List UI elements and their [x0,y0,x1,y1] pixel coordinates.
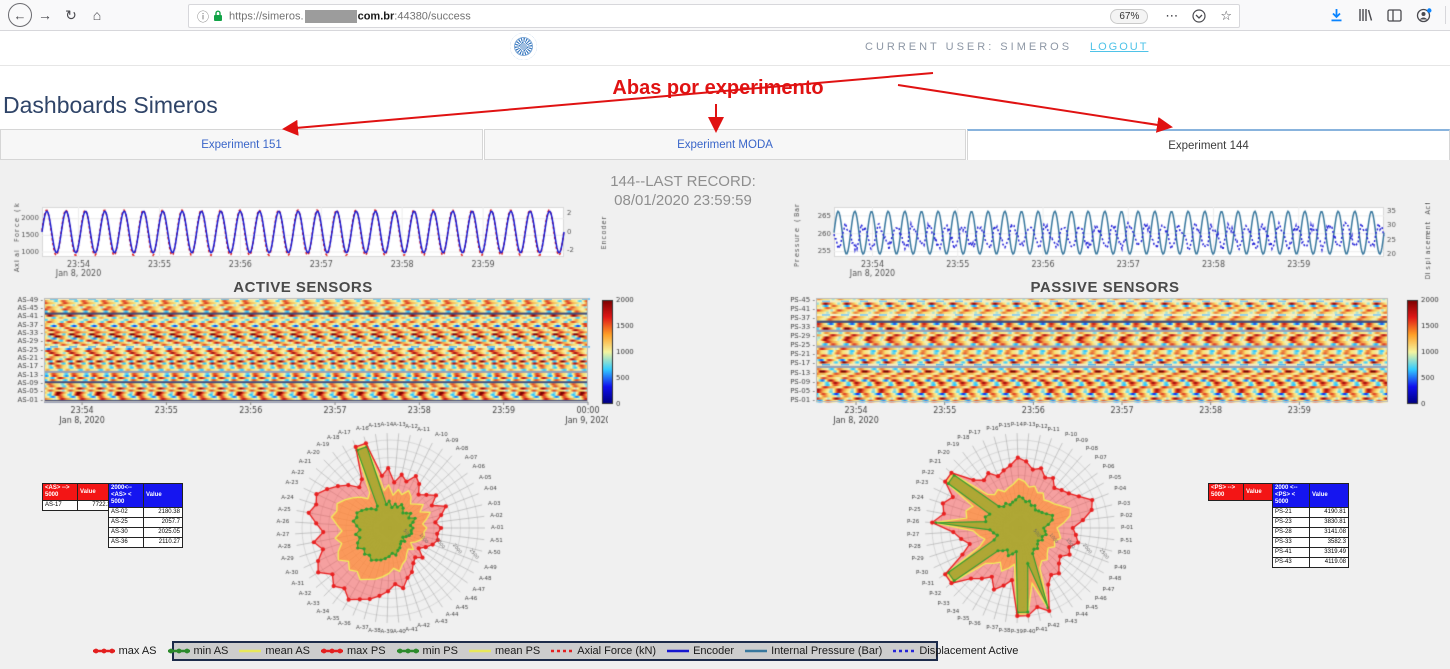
table-row: AS-30 2025.05 [108,527,183,538]
table-row: PS-41 3319.49 [1272,547,1349,558]
legend-label: mean PS [495,645,541,657]
lock-icon [214,10,223,21]
legend-swatch-icon [893,649,916,653]
back-icon[interactable]: ← [8,3,32,27]
legend-label: Displacement Active [919,645,1019,657]
legend-label: max PS [347,645,386,657]
legend-swatch-icon [551,649,574,653]
current-user-label: CURRENT USER: SIMEROS [865,41,1073,53]
annotation-text: Abas por experimento [612,77,824,99]
active-heatmap-colorbar [600,296,646,412]
sidebar-icon[interactable] [1387,8,1402,22]
pocket-icon[interactable] [1192,9,1206,23]
legend-label: Encoder [693,645,735,657]
legend-label: max AS [118,645,157,657]
table-row: AS-17 7722.32 [42,500,117,511]
table-row: AS-36 2110.27 [108,537,183,548]
active-sensors-radar-chart[interactable] [240,414,540,642]
legend-swatch-icon [92,648,115,654]
legend-bar: max AS min AS mean AS max PS min PS mean PS Ax… [92,641,1018,661]
url-redaction-box [304,9,357,23]
page-actions-icon[interactable]: ⋯ [1165,8,1179,23]
tab-experiment-moda[interactable]: Experiment MODA [484,129,966,160]
passive-sensors-radar-chart[interactable] [870,414,1170,642]
url-bar[interactable]: ⓘ https://simeros. com.br:44380/success 6… [188,4,1240,28]
page-title: Dashboards Simeros [3,92,218,118]
legend-item[interactable]: Axial Force (kN) [550,645,656,657]
url-text: https://simeros. com.br:44380/success [229,9,471,23]
legend-item[interactable]: mean PS [468,645,540,657]
bookmark-star-icon[interactable]: ☆ [1220,8,1232,23]
forward-icon[interactable]: → [38,7,52,23]
table-row: PS-33 3582.3 [1272,537,1349,548]
legend-swatch-icon [321,648,344,654]
passive-heatmap-colorbar [1405,296,1450,412]
legend-label: min PS [422,645,458,657]
pressure-displacement-chart[interactable] [788,203,1436,283]
legend-item[interactable]: Internal Pressure (Bar) [744,645,882,657]
passive-sensors-heatmap[interactable] [772,294,1412,428]
table-row: AS-25 2057.7 [108,517,183,528]
table-row: PS-23 3830.81 [1272,517,1349,528]
legend-label: mean AS [265,645,311,657]
browser-toolbar: ← → ↻ ⌂ ⓘ https://simeros. com.br:44380/s… [0,0,1450,31]
home-icon[interactable]: ⌂ [92,7,102,23]
info-icon[interactable]: ⓘ [197,9,210,24]
library-icon[interactable] [1358,8,1373,22]
legend-item[interactable]: min PS [396,645,458,657]
legend-swatch-icon [167,648,190,654]
legend-label: min AS [193,645,229,657]
legend-swatch-icon [469,649,491,653]
table-row: AS-02 2180.38 [108,507,183,518]
passive-sensors-title: PASSIVE SENSORS [1030,279,1180,296]
last-record-text: 144--LAST RECORD: 08/01/2020 23:59:59 [610,173,756,209]
axial-force-encoder-chart[interactable] [8,203,612,283]
legend-item[interactable]: Displacement Active [892,645,1018,657]
legend-item[interactable]: max AS [92,645,157,657]
legend-label: Internal Pressure (Bar) [771,645,883,657]
as-mid-range-table: 2000<-- <AS> < 5000 Value AS-02 2180.38 AS… [108,483,183,548]
legend-item[interactable]: mean AS [238,645,310,657]
legend-swatch-icon [239,649,262,653]
legend-item[interactable]: Encoder [666,645,734,657]
logout-link[interactable]: LOGOUT [1090,41,1149,53]
reload-icon[interactable]: ↻ [65,6,77,23]
legend-swatch-icon [745,649,768,653]
active-sensors-title: ACTIVE SENSORS [233,279,373,296]
table-row: PS-28 3141.08 [1272,527,1349,538]
active-sensors-heatmap[interactable] [8,294,608,428]
legend-swatch-icon [396,648,419,654]
account-icon[interactable] [1416,7,1432,23]
tab-experiment-144[interactable]: Experiment 144 [967,129,1450,160]
as-above-threshold-table: <AS> --> 5000 Value AS-17 7722.32 [42,483,117,511]
simeros-logo-icon [510,33,537,60]
legend-item[interactable]: min AS [167,645,229,657]
table-row: PS-21 4190.81 [1272,507,1349,518]
app-header: CURRENT USER: SIMEROS LOGOUT [0,30,1450,66]
table-row: PS-43 4119.08 [1272,557,1349,568]
legend-swatch-icon [667,649,690,653]
tab-experiment-151[interactable]: Experiment 151 [0,129,483,160]
download-icon[interactable] [1329,8,1344,23]
ps-mid-range-table: 2000 <-- <PS> < 5000 Value PS-21 4190.81 P… [1272,483,1349,568]
legend-item[interactable]: max PS [320,645,386,657]
legend-label: Axial Force (kN) [577,645,657,657]
ps-above-threshold-table: <PS> --> 5000 Value [1208,483,1281,501]
zoom-level-badge[interactable]: 67% [1110,8,1149,24]
